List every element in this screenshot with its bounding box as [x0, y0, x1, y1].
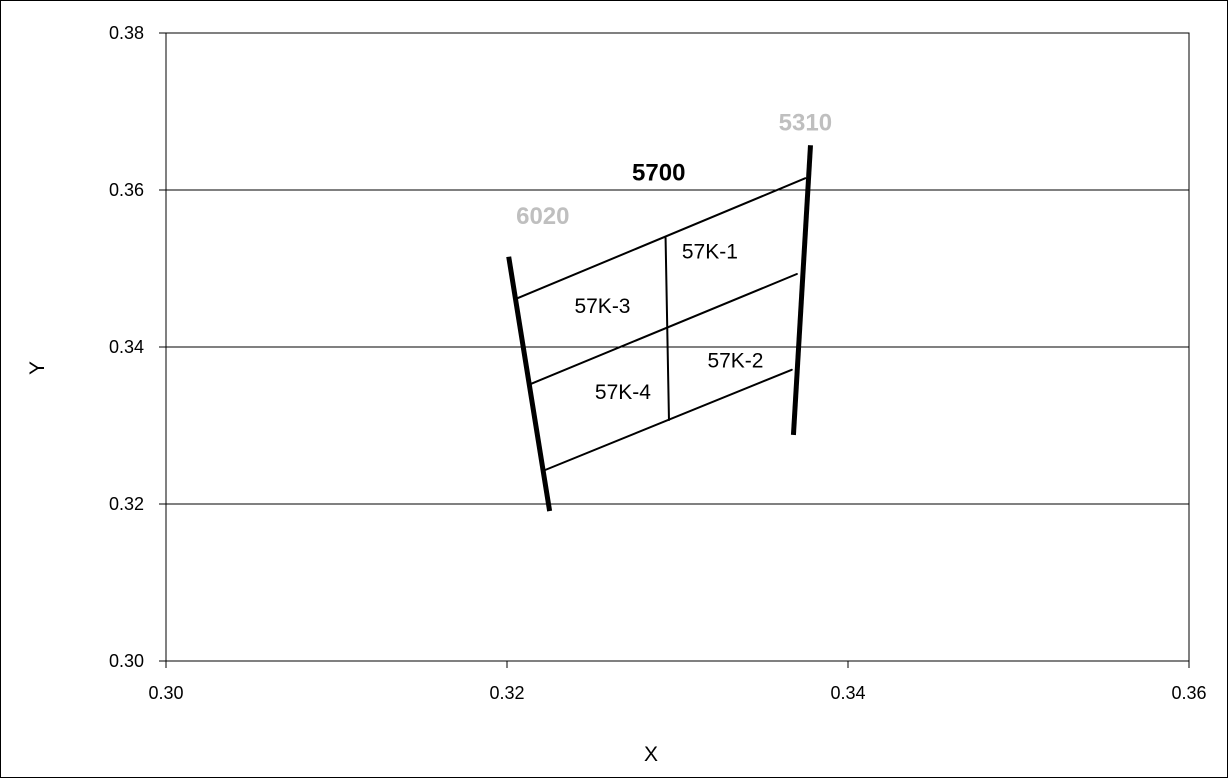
y-tick-label: 0.30 — [109, 651, 144, 671]
quadrangle-line-divider — [664, 236, 670, 422]
annotation-6020: 6020 — [516, 203, 569, 230]
quadrangle-lines — [516, 177, 807, 472]
annotation-57k-3: 57K-3 — [574, 295, 630, 318]
axis-ticks: 0.30 0.32 0.34 0.36 0.30 0.32 0.34 0.36 0.38 — [109, 23, 1207, 703]
annotation-57k-2: 57K-2 — [707, 349, 763, 372]
annotation-57k-1: 57K-1 — [682, 240, 738, 263]
isotemperature-line-6020 — [506, 256, 553, 512]
annotation-57k-4: 57K-4 — [595, 381, 651, 404]
gridlines — [166, 189, 1189, 505]
quadrangle-line-top — [516, 177, 807, 300]
quadrangle-line-middle — [529, 272, 798, 385]
annotation-5310: 5310 — [779, 109, 832, 136]
y-tick-label: 0.34 — [109, 337, 144, 357]
x-tick-label: 0.34 — [830, 683, 865, 703]
isotemperature-lines — [506, 145, 813, 512]
y-axis-label: Y — [26, 361, 49, 375]
x-tick-label: 0.36 — [1171, 683, 1206, 703]
y-tick-label: 0.32 — [109, 494, 144, 514]
isotemperature-line-5310 — [790, 145, 813, 436]
annotation-5700: 5700 — [632, 160, 685, 187]
x-tick-label: 0.30 — [148, 683, 183, 703]
x-tick-label: 0.32 — [489, 683, 524, 703]
annotations: 5700 6020 5310 57K-1 57K-3 57K-2 57K-4 — [516, 109, 832, 403]
x-axis-label: X — [644, 743, 658, 766]
y-tick-label: 0.36 — [109, 180, 144, 200]
y-tick-label: 0.38 — [109, 23, 144, 43]
